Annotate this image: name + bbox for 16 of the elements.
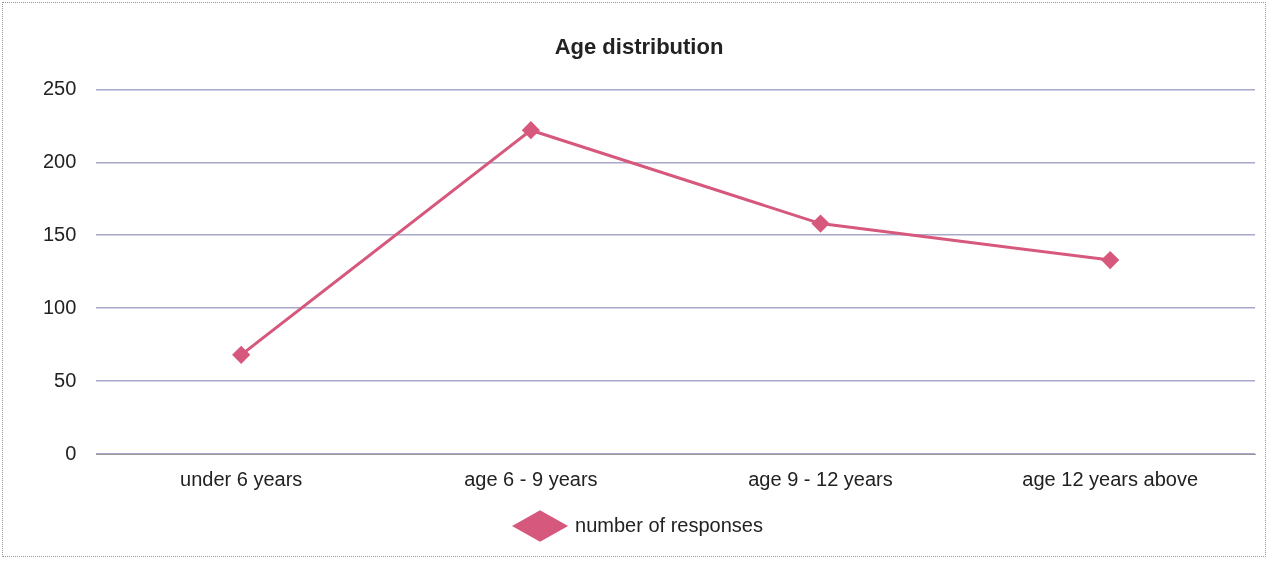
x-tick-label: age 9 - 12 years	[748, 467, 893, 490]
x-tick-label: age 12 years above	[1022, 467, 1199, 490]
y-tick-label: 100	[42, 295, 77, 318]
point	[522, 121, 540, 139]
chart-title: Age distribution	[554, 34, 724, 60]
x-tick-label: under 6 years	[180, 467, 303, 490]
y-tick-label: 0	[65, 441, 77, 464]
y-tick-label: 50	[54, 368, 77, 391]
y-tick-label: 150	[42, 222, 77, 245]
x-tick-label: age 6 - 9 years	[464, 467, 598, 490]
point	[232, 346, 250, 364]
legend-label: number of responses	[575, 513, 763, 536]
y-tick-label: 200	[42, 149, 77, 172]
y-tick-label: 250	[42, 76, 77, 99]
point	[812, 215, 830, 233]
point	[1101, 251, 1119, 269]
